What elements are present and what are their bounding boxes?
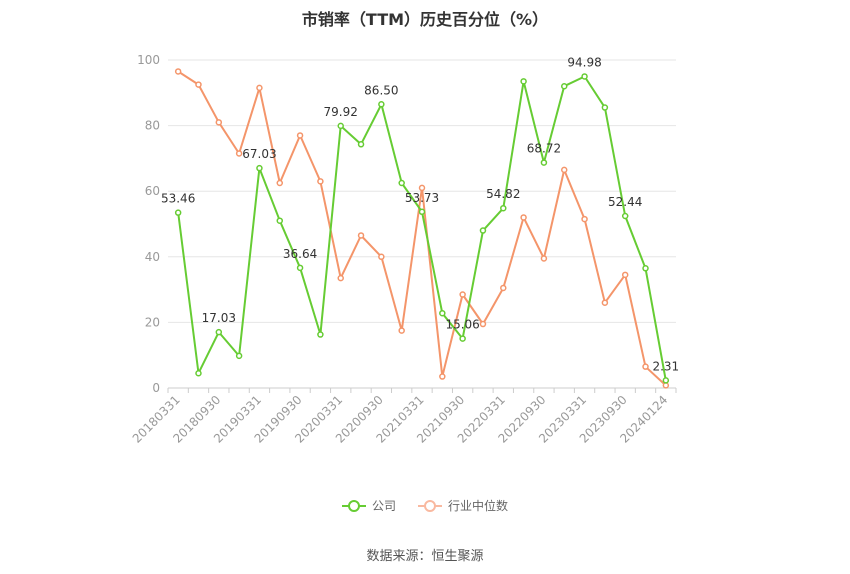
data-point <box>560 82 568 90</box>
data-point <box>540 159 548 166</box>
legend: 公司 行业中位数 <box>0 497 850 514</box>
axis-layer: 0204060801002018033120180930201903312019… <box>130 53 677 446</box>
data-label: 54.82 <box>486 187 520 201</box>
data-point <box>215 119 223 126</box>
chart-title: 市销率（TTM）历史百分位（%） <box>301 10 549 29</box>
data-point <box>337 274 344 282</box>
data-point <box>500 284 507 292</box>
data-point <box>296 132 304 139</box>
data-point <box>540 255 548 262</box>
data-point <box>642 265 649 272</box>
data-point <box>378 101 385 108</box>
data-point <box>439 373 446 380</box>
series-line <box>177 70 667 387</box>
data-point <box>560 166 568 174</box>
legend-swatch-company <box>341 499 366 513</box>
data-point <box>459 335 466 342</box>
legend-item-industry-median[interactable]: 行业中位数 <box>418 497 508 514</box>
data-label: 36.64 <box>283 247 317 261</box>
y-tick-label: 60 <box>145 184 160 198</box>
data-point <box>195 81 202 88</box>
y-tick-label: 80 <box>145 119 160 133</box>
data-point <box>418 184 426 192</box>
data-source: 数据来源：恒生聚源 <box>366 549 484 564</box>
data-point <box>520 214 527 221</box>
data-point <box>256 164 263 172</box>
data-point <box>174 68 182 75</box>
y-tick-label: 20 <box>145 315 160 329</box>
data-point <box>357 141 365 148</box>
series-layer <box>174 68 670 389</box>
data-point <box>215 328 223 336</box>
data-point <box>601 104 609 111</box>
data-label: 94.98 <box>567 55 601 69</box>
data-point <box>418 208 426 216</box>
data-point <box>642 363 649 370</box>
data-label: 86.50 <box>364 83 398 97</box>
data-point <box>500 204 507 212</box>
data-point <box>357 232 365 239</box>
legend-item-company[interactable]: 公司 <box>341 497 396 514</box>
data-point <box>256 84 263 92</box>
data-point <box>296 264 304 272</box>
data-point <box>581 73 588 80</box>
data-label: 15.06 <box>445 318 479 332</box>
series-line <box>177 75 667 381</box>
data-point <box>439 309 446 317</box>
data-point <box>581 215 588 223</box>
series-industry-median <box>174 68 670 389</box>
legend-label-company: 公司 <box>371 499 396 513</box>
data-label: 17.03 <box>202 311 236 325</box>
data-point <box>235 352 243 360</box>
y-tick-label: 40 <box>145 250 160 264</box>
legend-label-industry-median: 行业中位数 <box>448 499 509 513</box>
data-point <box>398 179 405 187</box>
data-point <box>378 253 385 261</box>
y-tick-label: 0 <box>152 381 160 395</box>
data-point <box>317 331 324 338</box>
data-point <box>276 179 284 187</box>
data-label: 52.44 <box>608 195 642 209</box>
series-company <box>174 73 670 384</box>
data-label: 53.46 <box>161 192 195 206</box>
data-point <box>662 377 670 384</box>
data-point <box>398 327 405 334</box>
data-point <box>174 209 182 216</box>
data-point <box>479 227 487 234</box>
data-point <box>459 291 466 298</box>
data-label: 68.72 <box>527 142 561 156</box>
data-label: 53.73 <box>405 191 439 205</box>
data-point <box>479 320 487 328</box>
y-tick-label: 100 <box>137 53 160 67</box>
data-point <box>621 212 629 220</box>
data-label: 79.92 <box>324 105 358 119</box>
data-point <box>235 150 243 157</box>
data-label-layer: 53.46 17.03 67.03 36.64 79.92 86.50 53.73 15.06… <box>161 55 679 373</box>
data-point <box>601 299 609 306</box>
data-point <box>276 217 284 224</box>
data-point <box>317 178 324 185</box>
data-point <box>520 78 527 85</box>
data-point <box>195 369 202 377</box>
data-label: 2.31 <box>652 359 679 373</box>
legend-swatch-industry-median <box>418 499 442 513</box>
data-point <box>621 271 629 279</box>
data-label: 67.03 <box>242 147 276 161</box>
data-point <box>337 122 344 130</box>
